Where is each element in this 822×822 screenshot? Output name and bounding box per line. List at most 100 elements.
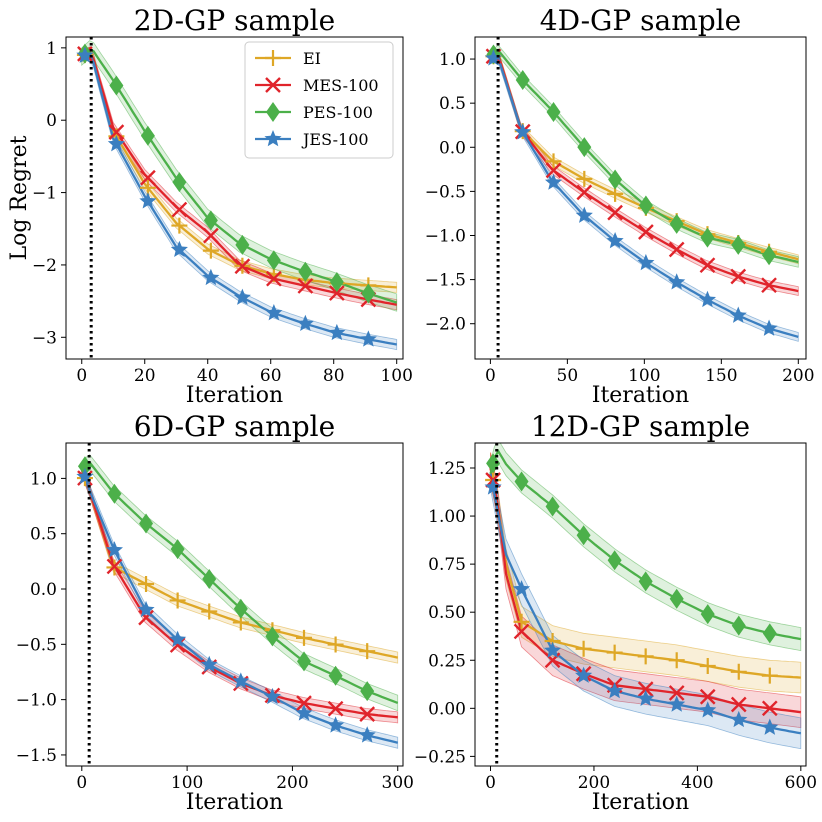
panel-4d-gp-sample: 0 50 100 150 200 1.0 0.5 0.0 −0.5 −1.0 −1.5 −2.0 4D-…: [425, 4, 815, 408]
marker-pes-100-3: [172, 172, 187, 193]
ytick-label-4: −1.0: [16, 691, 57, 711]
legend-box: [244, 41, 394, 159]
ytick-label-1: 1.00: [428, 507, 466, 527]
marker-mes-100-9: [761, 700, 778, 717]
ytick-label-2: 0.0: [439, 138, 466, 158]
axes-frame: [474, 36, 807, 360]
x-axis-label: Iteration: [592, 383, 689, 408]
marker-ei-8: [327, 636, 344, 653]
ytick-label-6: −0.25: [414, 747, 466, 767]
marker-pes-100-9: [361, 283, 376, 304]
marker-ei-5: [637, 648, 654, 665]
marker-mes-100-2: [545, 162, 562, 179]
marker-pes-100-6: [265, 626, 280, 647]
axes-frame: [474, 442, 807, 767]
marker-jes-100-3: [169, 630, 187, 647]
xtick-label-1: 100: [171, 773, 203, 793]
ytick-label-3: −2: [32, 256, 57, 276]
marker-jes-100-1: [512, 580, 531, 597]
xtick-label-0: 0: [485, 366, 496, 386]
xtick-label-3: 300: [382, 773, 414, 793]
axes-frame: [65, 36, 404, 360]
marker-jes-100-4: [200, 655, 218, 673]
marker-pes-100-3: [577, 137, 592, 158]
marker-jes-100-5: [637, 689, 655, 706]
marker-ei-7: [699, 658, 716, 675]
marker-mes-100-7: [699, 688, 716, 705]
marker-jes-100-2: [544, 641, 562, 658]
marker-jes-100-4: [606, 682, 624, 699]
xtick-label-2: 200: [276, 773, 308, 793]
band-ei: [81, 46, 398, 293]
legend-marker-mes-100: [265, 77, 281, 93]
marker-pes-100-1: [107, 483, 122, 504]
ytick-label-1: 0: [46, 111, 57, 131]
marker-jes-100-9: [359, 330, 377, 347]
marker-mes-100-4: [607, 204, 623, 221]
marker-jes-100-7: [699, 701, 717, 718]
marker-pes-100-8: [328, 665, 343, 686]
legend-label-pes-100: PES-100: [303, 103, 373, 122]
ytick-label-5: 0.00: [428, 699, 466, 719]
marker-jes-100-5: [233, 288, 251, 305]
ytick-label-2: 0.75: [428, 555, 466, 575]
marker-ei-9: [359, 643, 376, 660]
marker-pes-100-8: [329, 272, 344, 293]
ytick-label-0: 1.25: [428, 459, 466, 479]
xtick-label-4: 200: [782, 366, 814, 386]
ytick-label-3: −0.5: [425, 182, 466, 202]
plot-area: [484, 44, 799, 342]
marker-pes-100-5: [638, 571, 653, 592]
marker-pes-100-4: [202, 568, 217, 589]
chart-title: 2D-GP sample: [134, 4, 335, 37]
marker-jes-100-8: [730, 710, 748, 728]
xtick-label-3: 150: [705, 366, 737, 386]
marker-pes-100-2: [139, 513, 154, 534]
ytick-label-6: −2.0: [425, 315, 466, 335]
marker-ei-8: [730, 663, 747, 680]
ytick-label-1: 0.5: [439, 94, 466, 114]
marker-pes-100-5: [233, 598, 248, 619]
ytick-label-5: −1.5: [16, 746, 57, 766]
marker-ei-3: [575, 640, 592, 657]
ytick-label-4: 0.25: [428, 651, 466, 671]
marker-mes-100-9: [761, 277, 777, 294]
marker-pes-100-2: [545, 496, 560, 517]
ytick-label-0: 1.0: [439, 50, 466, 70]
xtick-label-5: 100: [380, 366, 412, 386]
xtick-label-1: 50: [557, 366, 579, 386]
xtick-label-1: 200: [578, 773, 610, 793]
ytick-label-3: −0.5: [16, 635, 57, 655]
legend-marker-jes-100: [264, 130, 282, 147]
marker-mes-100-5: [234, 258, 251, 275]
marker-mes-100-5: [638, 224, 654, 240]
plot-area: [76, 40, 398, 351]
marker-mes-100-7: [296, 695, 312, 711]
marker-pes-100-1: [109, 75, 124, 96]
marker-jes-100-8: [729, 306, 747, 323]
marker-mes-100-6: [668, 241, 685, 258]
marker-mes-100-3: [169, 637, 186, 653]
xtick-label-1: 20: [134, 366, 156, 386]
marker-jes-100-6: [265, 304, 283, 321]
legend-item-pes-100: PES-100: [255, 102, 373, 122]
marker-jes-100-2: [139, 192, 157, 209]
marker-pes-100-2: [546, 101, 561, 122]
marker-mes-100-2: [138, 609, 154, 626]
x-axis-label: Iteration: [592, 790, 689, 815]
marker-ei-3: [576, 170, 593, 187]
marker-pes-100-1: [515, 70, 530, 91]
band-pes-100: [490, 44, 799, 268]
ytick-label-0: 1.0: [30, 469, 57, 489]
marker-jes-100-5: [637, 253, 655, 271]
legend-item-jes-100: JES-100: [255, 130, 369, 149]
marker-pes-100-6: [669, 588, 684, 609]
chart-title: 6D-GP sample: [134, 410, 335, 443]
x-axis-label: Iteration: [186, 790, 283, 815]
marker-jes-100-3: [575, 666, 593, 683]
axes-frame: [65, 442, 404, 767]
marker-pes-100-7: [700, 604, 715, 625]
marker-jes-100-8: [327, 716, 345, 733]
ytick-label-5: −1.5: [425, 271, 466, 291]
